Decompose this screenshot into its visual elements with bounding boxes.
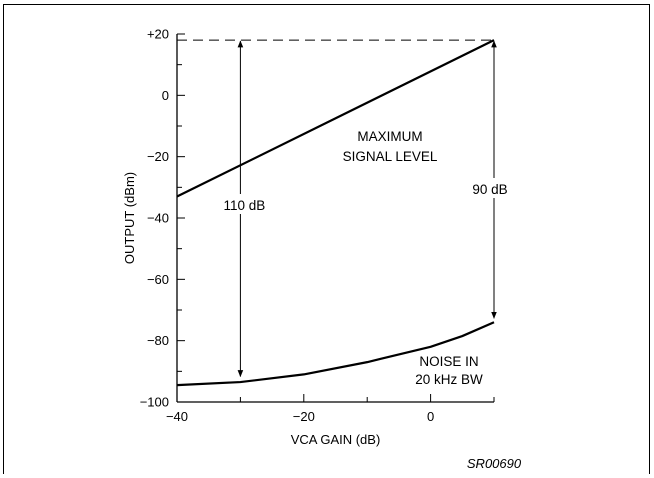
- figure-code: SR00690: [467, 456, 522, 471]
- chart-marks: [176, 39, 497, 387]
- axes: [176, 33, 495, 403]
- dimension-label: 90 dB: [472, 182, 507, 197]
- figure-frame: [3, 4, 650, 474]
- noise-label-line2: 20 kHz BW: [415, 372, 483, 387]
- y-tick-label: 0: [162, 88, 169, 103]
- dimension-label: 110 dB: [224, 198, 266, 213]
- series-maximum-signal-line: [176, 39, 495, 198]
- y-tick-label: −100: [140, 395, 169, 410]
- x-tick-label: −40: [166, 409, 188, 424]
- x-axis-title: VCA GAIN (dB): [291, 432, 381, 447]
- y-tick-label: −40: [147, 211, 169, 226]
- signal-label-line1: MAXIMUM: [357, 129, 422, 144]
- x-tick-label: −20: [293, 409, 315, 424]
- x-tick-label: 0: [427, 409, 434, 424]
- y-tick-label: −80: [147, 333, 169, 348]
- y-axis-title: OUTPUT (dBm): [122, 172, 137, 264]
- noise-label-line1: NOISE IN: [419, 354, 478, 369]
- signal-label-line2: SIGNAL LEVEL: [343, 149, 438, 164]
- y-tick-label: +20: [147, 27, 169, 42]
- y-tick-label: −60: [147, 272, 169, 287]
- y-tick-label: −20: [147, 149, 169, 164]
- series-noise-line: [176, 321, 495, 387]
